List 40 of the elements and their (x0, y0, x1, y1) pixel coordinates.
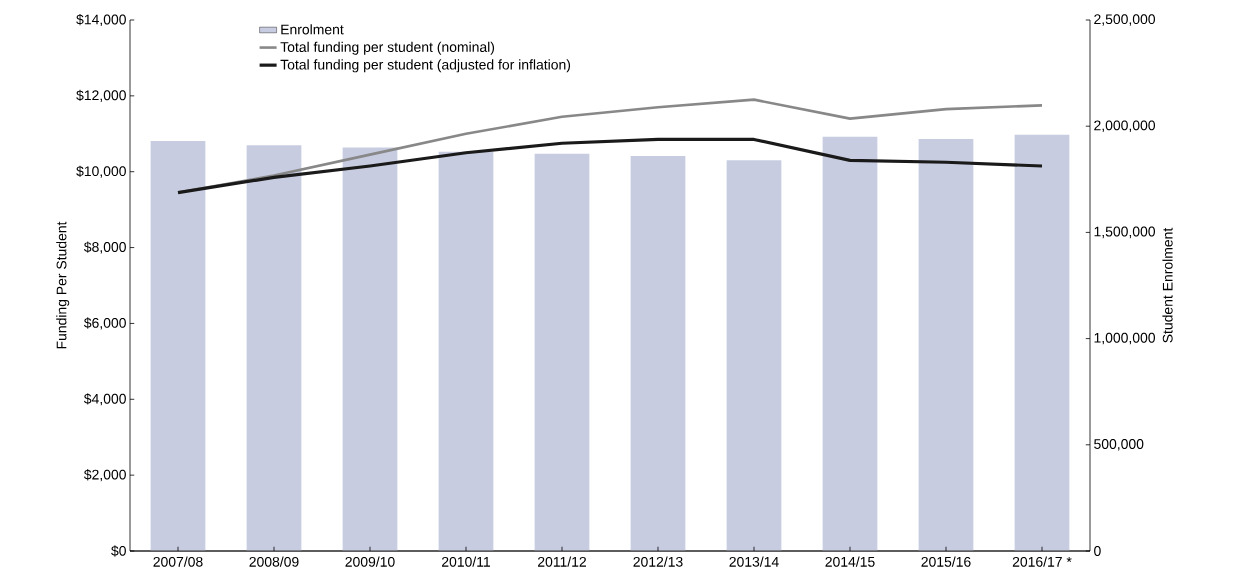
bar (342, 147, 398, 551)
x-tick-label: 2015/16 (921, 556, 971, 567)
y-tick-label: $0 (111, 545, 126, 557)
y-axis-title: Funding Per Student (56, 221, 70, 349)
legend-label: Enrolment (281, 24, 344, 35)
x-tick-label: 2008/09 (249, 556, 299, 567)
y-tick-label: $6,000 (83, 317, 126, 330)
y2-tick-label: 2,000,000 (1094, 120, 1156, 132)
x-tick-label: 2012/13 (633, 556, 683, 567)
y-tick-label: $10,000 (76, 165, 126, 178)
y2-tick-label: 1,000,000 (1094, 332, 1156, 345)
x-tick-label: 2013/14 (729, 556, 779, 567)
y-tick-label: $4,000 (83, 393, 126, 406)
bar (534, 153, 590, 551)
y2-tick-label: 2,500,000 (1094, 14, 1156, 26)
legend-label: Total funding per student (adjusted for inflation) (280, 59, 571, 73)
y2-tick-label: 1,500,000 (1094, 226, 1156, 239)
line-series (176, 137, 1044, 195)
bar (918, 138, 974, 551)
y-tick-label: $14,000 (76, 13, 126, 27)
x-tick-label: 2009/10 (345, 556, 395, 567)
bar (630, 155, 686, 551)
x-tick-label: 2014/15 (825, 556, 875, 567)
x-tick-label: 2007/08 (153, 556, 203, 567)
x-tick-label: 2016/17 * (1012, 556, 1072, 567)
bar (438, 151, 494, 551)
y2-axis-title: Student Enrolment (1162, 227, 1173, 343)
bar (246, 145, 302, 551)
legend-label: Total funding per student (nominal) (280, 41, 495, 55)
y2-tick-label: 0 (1094, 546, 1101, 556)
bar (150, 141, 206, 551)
y2-tick-label: 500,000 (1094, 439, 1144, 451)
x-tick-label: 2010/11 (442, 556, 491, 567)
y-tick-label: $8,000 (83, 241, 126, 254)
x-tick-label: 2011/12 (538, 556, 586, 567)
y-tick-label: $2,000 (83, 469, 126, 482)
y-tick-label: $12,000 (76, 89, 126, 102)
bar (1014, 134, 1070, 551)
bar (726, 160, 782, 551)
bar (822, 136, 878, 551)
